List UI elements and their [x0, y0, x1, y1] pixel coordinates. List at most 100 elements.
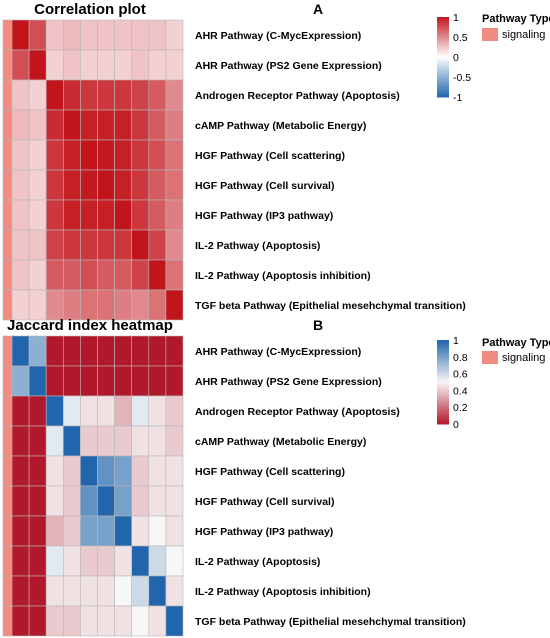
heatmap-cell [131, 169, 150, 201]
heatmap-cell [11, 335, 30, 367]
heatmap-cell [80, 605, 98, 637]
colorbar: 1 0.5 0 -0.5 -1 [437, 12, 471, 104]
heatmap-cell [45, 395, 64, 427]
heatmap-cell [28, 169, 47, 201]
colorbar-step [437, 409, 449, 412]
colorbar-step [437, 386, 449, 389]
heatmap-cell [131, 485, 150, 517]
colorbar-step [437, 419, 449, 423]
heatmap-cell [148, 109, 167, 141]
heatmap-cell [11, 515, 30, 547]
heatmap-cell [148, 515, 167, 547]
colorbar-step [437, 371, 449, 375]
heatmap-cell [45, 515, 64, 547]
colorbar-step [437, 23, 449, 26]
row-labels: AHR Pathway (C-MycExpression) AHR Pathway… [195, 346, 466, 628]
heatmap-cell [45, 425, 64, 457]
colorbar-step [437, 394, 449, 398]
colorbar-step [437, 342, 449, 345]
legend-label: signaling [502, 29, 545, 41]
annotation-cell [2, 455, 13, 487]
heatmap-cell [97, 289, 115, 321]
heatmap-cell [148, 79, 167, 111]
heatmap-cells [2, 335, 184, 637]
heatmap-cell [62, 229, 81, 261]
colorbar-tick-label: 0.8 [453, 352, 468, 364]
heatmap-cell [45, 109, 64, 141]
heatmap-cell [28, 259, 47, 291]
colorbar-step [437, 31, 449, 34]
heatmap-cell [62, 289, 81, 321]
heatmap-cell [11, 109, 30, 141]
heatmap-cell [114, 229, 132, 261]
heatmap-cell [11, 49, 30, 81]
colorbar-step [437, 417, 449, 421]
heatmap-cell [45, 49, 64, 81]
heatmap-cell [148, 169, 167, 201]
colorbar-step [437, 27, 449, 30]
colorbar-step [437, 375, 449, 379]
heatmap-cell [131, 199, 150, 231]
heatmap-cell [131, 455, 150, 487]
heatmap-cell [11, 19, 30, 51]
heatmap-cell [11, 79, 30, 111]
heatmap-cell [131, 515, 150, 547]
heatmap-cell [80, 395, 98, 427]
colorbar-step [437, 25, 449, 28]
heatmap-cell [165, 19, 184, 51]
colorbar-step [437, 373, 449, 377]
colorbar-step [437, 392, 449, 396]
row-label: Androgen Receptor Pathway (Apoptosis) [195, 406, 400, 418]
heatmap-cell [11, 229, 30, 261]
colorbar-step [437, 79, 449, 82]
heatmap-cell [148, 139, 167, 171]
heatmap-cell [165, 229, 184, 261]
heatmap-cell [165, 169, 184, 201]
heatmap-cell [28, 49, 47, 81]
colorbar-step [437, 354, 449, 358]
colorbar-step [437, 377, 449, 381]
heatmap-cell [97, 229, 115, 261]
heatmap-cell [11, 289, 30, 321]
heatmap-cell [131, 575, 150, 607]
heatmap-cell [131, 79, 150, 111]
heatmap-cell [114, 605, 132, 637]
colorbar-step [437, 407, 449, 410]
heatmap-cell [45, 545, 64, 577]
heatmap-cell [11, 199, 30, 231]
colorbar-tick-label: 0 [453, 52, 459, 64]
colorbar-step [437, 19, 449, 22]
heatmap-cell [114, 199, 132, 231]
colorbar-step [437, 43, 449, 46]
heatmap-cell [45, 455, 64, 487]
colorbar-step [437, 81, 449, 84]
heatmap-cell [148, 199, 167, 231]
legend-swatch [482, 351, 498, 364]
colorbar-step [437, 379, 449, 383]
heatmap-cell [45, 259, 64, 291]
heatmap-cell [114, 19, 132, 51]
heatmap-cell [131, 109, 150, 141]
heatmap-cell [131, 395, 150, 427]
annotation-cell [2, 169, 13, 201]
annotation-cell [2, 259, 13, 291]
pathway-type-legend: Pathway Type signaling [482, 13, 550, 41]
heatmap-cell [62, 79, 81, 111]
colorbar-step [437, 65, 449, 68]
heatmap-cell [97, 169, 115, 201]
colorbar-step [437, 388, 449, 391]
colorbar-step [437, 369, 449, 372]
heatmap-cell [131, 545, 150, 577]
colorbar-step [437, 361, 449, 364]
colorbar-step [437, 405, 449, 408]
heatmap-cell [148, 335, 167, 367]
colorbar-step [437, 352, 449, 356]
colorbar-step [437, 400, 449, 404]
colorbar-step [437, 403, 449, 406]
colorbar-step [437, 411, 449, 414]
heatmap-cell [114, 259, 132, 291]
row-label: cAMP Pathway (Metabolic Energy) [195, 120, 366, 132]
heatmap-cell [148, 485, 167, 517]
heatmap-cell [148, 49, 167, 81]
